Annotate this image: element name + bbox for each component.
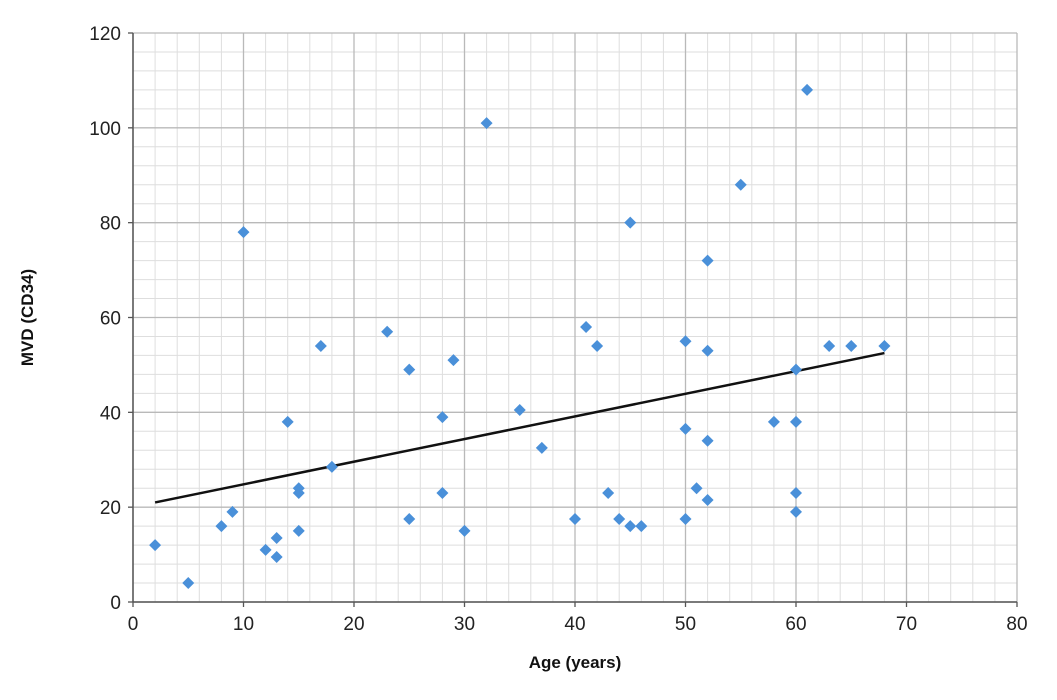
trendline-group — [154, 351, 885, 504]
data-points — [149, 83, 891, 590]
data-point — [403, 363, 416, 376]
data-point — [292, 524, 305, 537]
tick-labels: 0 10 20 30 40 50 60 70 80 0 20 40 60 80 100 120 — [89, 24, 1027, 635]
y-axis-title: MVD (CD34) — [18, 269, 37, 366]
data-point — [613, 513, 626, 526]
data-point — [480, 117, 493, 130]
data-point — [591, 339, 604, 352]
data-point — [270, 550, 283, 563]
y-tick-label: 80 — [100, 214, 121, 235]
data-point — [325, 460, 338, 473]
data-point — [635, 520, 648, 533]
x-tick-label: 0 — [128, 614, 139, 635]
data-point — [458, 524, 471, 537]
data-point — [535, 441, 548, 454]
y-tick-label: 0 — [110, 593, 121, 614]
data-point — [701, 434, 714, 447]
data-point — [281, 415, 294, 428]
data-point — [679, 513, 692, 526]
x-tick-label: 70 — [896, 614, 917, 635]
x-tick-label: 30 — [454, 614, 475, 635]
data-point — [182, 577, 195, 590]
data-point — [226, 505, 239, 518]
data-point — [790, 486, 802, 499]
y-tick-label: 40 — [100, 403, 121, 424]
data-point — [790, 363, 802, 376]
data-point — [734, 178, 747, 191]
data-point — [790, 505, 802, 518]
x-tick-label: 80 — [1006, 614, 1027, 635]
data-point — [701, 344, 714, 357]
data-point — [569, 513, 581, 526]
data-point — [436, 486, 449, 499]
data-point — [602, 486, 615, 499]
data-point — [624, 216, 637, 229]
data-point — [823, 339, 836, 352]
data-point — [690, 482, 703, 495]
data-point — [790, 415, 802, 428]
x-tick-label: 60 — [785, 614, 806, 635]
x-tick-label: 40 — [564, 614, 585, 635]
data-point — [624, 520, 637, 533]
data-point — [381, 325, 394, 338]
x-tick-label: 10 — [233, 614, 254, 635]
data-point — [513, 403, 526, 416]
y-tick-label: 20 — [100, 498, 121, 519]
data-point — [767, 415, 780, 428]
trendline — [154, 351, 885, 504]
data-point — [259, 543, 272, 556]
data-point — [403, 513, 416, 526]
data-point — [679, 335, 692, 348]
y-tick-label: 120 — [89, 24, 121, 45]
y-tick-label: 100 — [89, 119, 121, 140]
data-point — [679, 422, 692, 435]
grid — [132, 32, 1018, 603]
y-tick-label: 60 — [100, 309, 121, 330]
data-point — [447, 354, 460, 367]
data-point — [215, 520, 228, 533]
data-point — [292, 486, 305, 499]
x-tick-label: 50 — [675, 614, 696, 635]
axes — [128, 32, 1018, 607]
data-point — [701, 494, 714, 507]
data-point — [801, 83, 814, 96]
data-point — [149, 539, 162, 552]
data-point — [237, 226, 250, 239]
data-point — [580, 320, 593, 333]
data-point — [314, 339, 327, 352]
data-point — [270, 531, 283, 544]
x-axis-title: Age (years) — [529, 653, 622, 672]
data-point — [436, 411, 449, 424]
data-point — [845, 339, 858, 352]
x-tick-label: 20 — [343, 614, 364, 635]
data-point — [701, 254, 714, 267]
data-point — [878, 339, 891, 352]
